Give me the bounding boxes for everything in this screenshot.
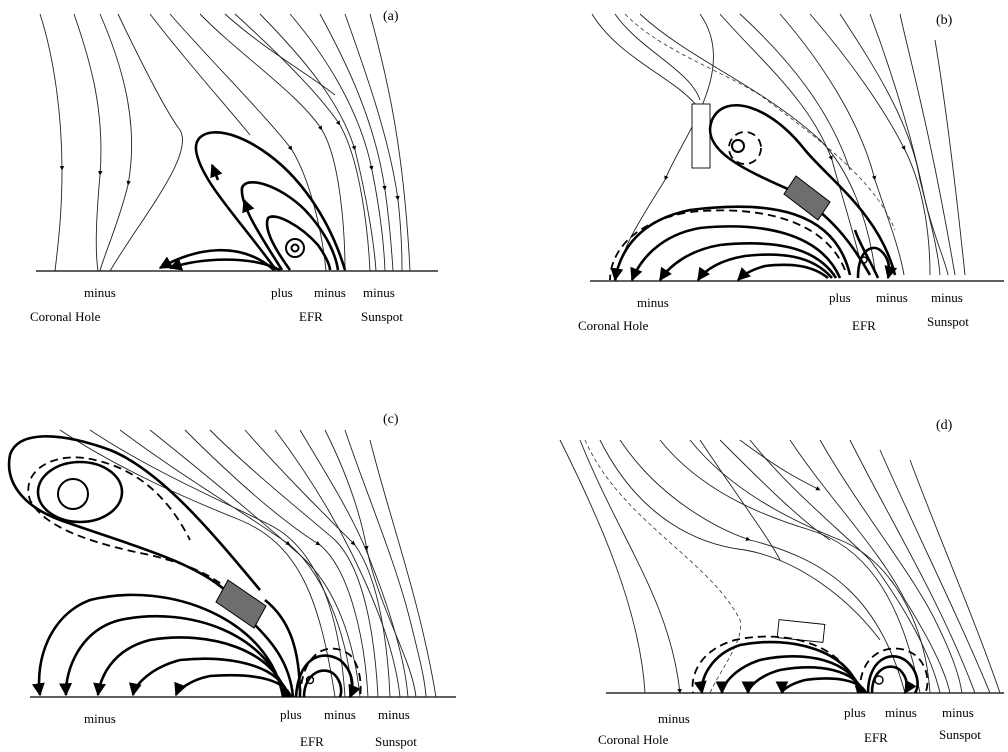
label-coronal-hole: Coronal Hole	[30, 309, 101, 324]
label-plus: plus	[844, 705, 866, 720]
panel-letter: (b)	[936, 13, 953, 28]
label-plus: plus	[280, 707, 302, 722]
open-field-lines	[559, 439, 1001, 694]
flux-rope-plasmoid	[7, 435, 261, 601]
label-efr-minus: minus	[885, 705, 917, 720]
efr-flux-rope	[158, 131, 347, 272]
label-sunspot-minus: minus	[378, 707, 410, 722]
open-field-lines	[39, 13, 411, 272]
label-coronal-minus: minus	[84, 285, 116, 300]
label-efr: EFR	[300, 734, 324, 749]
label-coronal-hole: Coronal Hole	[578, 318, 649, 333]
efr-loops	[31, 579, 362, 699]
label-efr: EFR	[852, 318, 876, 333]
label-sunspot-minus: minus	[931, 290, 963, 305]
panel-a: (a)	[30, 9, 438, 324]
label-coronal-minus: minus	[637, 295, 669, 310]
label-plus: plus	[829, 290, 851, 305]
efr-flux-rope	[609, 104, 898, 282]
panel-letter: (c)	[383, 412, 399, 427]
reconnection-region-box	[776, 619, 826, 643]
label-sunspot: Sunspot	[927, 314, 969, 329]
label-efr-minus: minus	[876, 290, 908, 305]
label-coronal-minus: minus	[84, 711, 116, 726]
label-coronal-minus: minus	[658, 711, 690, 726]
open-field-lines	[591, 13, 966, 282]
label-efr-minus: minus	[324, 707, 356, 722]
label-efr: EFR	[864, 730, 888, 745]
panel-letter: (d)	[936, 418, 953, 433]
panel-c: (c)	[7, 412, 456, 749]
label-efr-minus: minus	[314, 285, 346, 300]
efr-loops	[691, 635, 929, 695]
reconnection-region-box	[691, 103, 711, 169]
panel-b: (b)	[578, 13, 1004, 333]
panel-d: (d)	[559, 418, 1004, 747]
label-sunspot: Sunspot	[375, 734, 417, 749]
label-efr: EFR	[299, 309, 323, 324]
label-sunspot: Sunspot	[361, 309, 403, 324]
label-coronal-hole: Coronal Hole	[598, 732, 669, 747]
label-sunspot-minus: minus	[363, 285, 395, 300]
label-sunspot-minus: minus	[942, 705, 974, 720]
label-sunspot: Sunspot	[939, 727, 981, 742]
label-plus: plus	[271, 285, 293, 300]
panel-letter: (a)	[383, 9, 399, 24]
